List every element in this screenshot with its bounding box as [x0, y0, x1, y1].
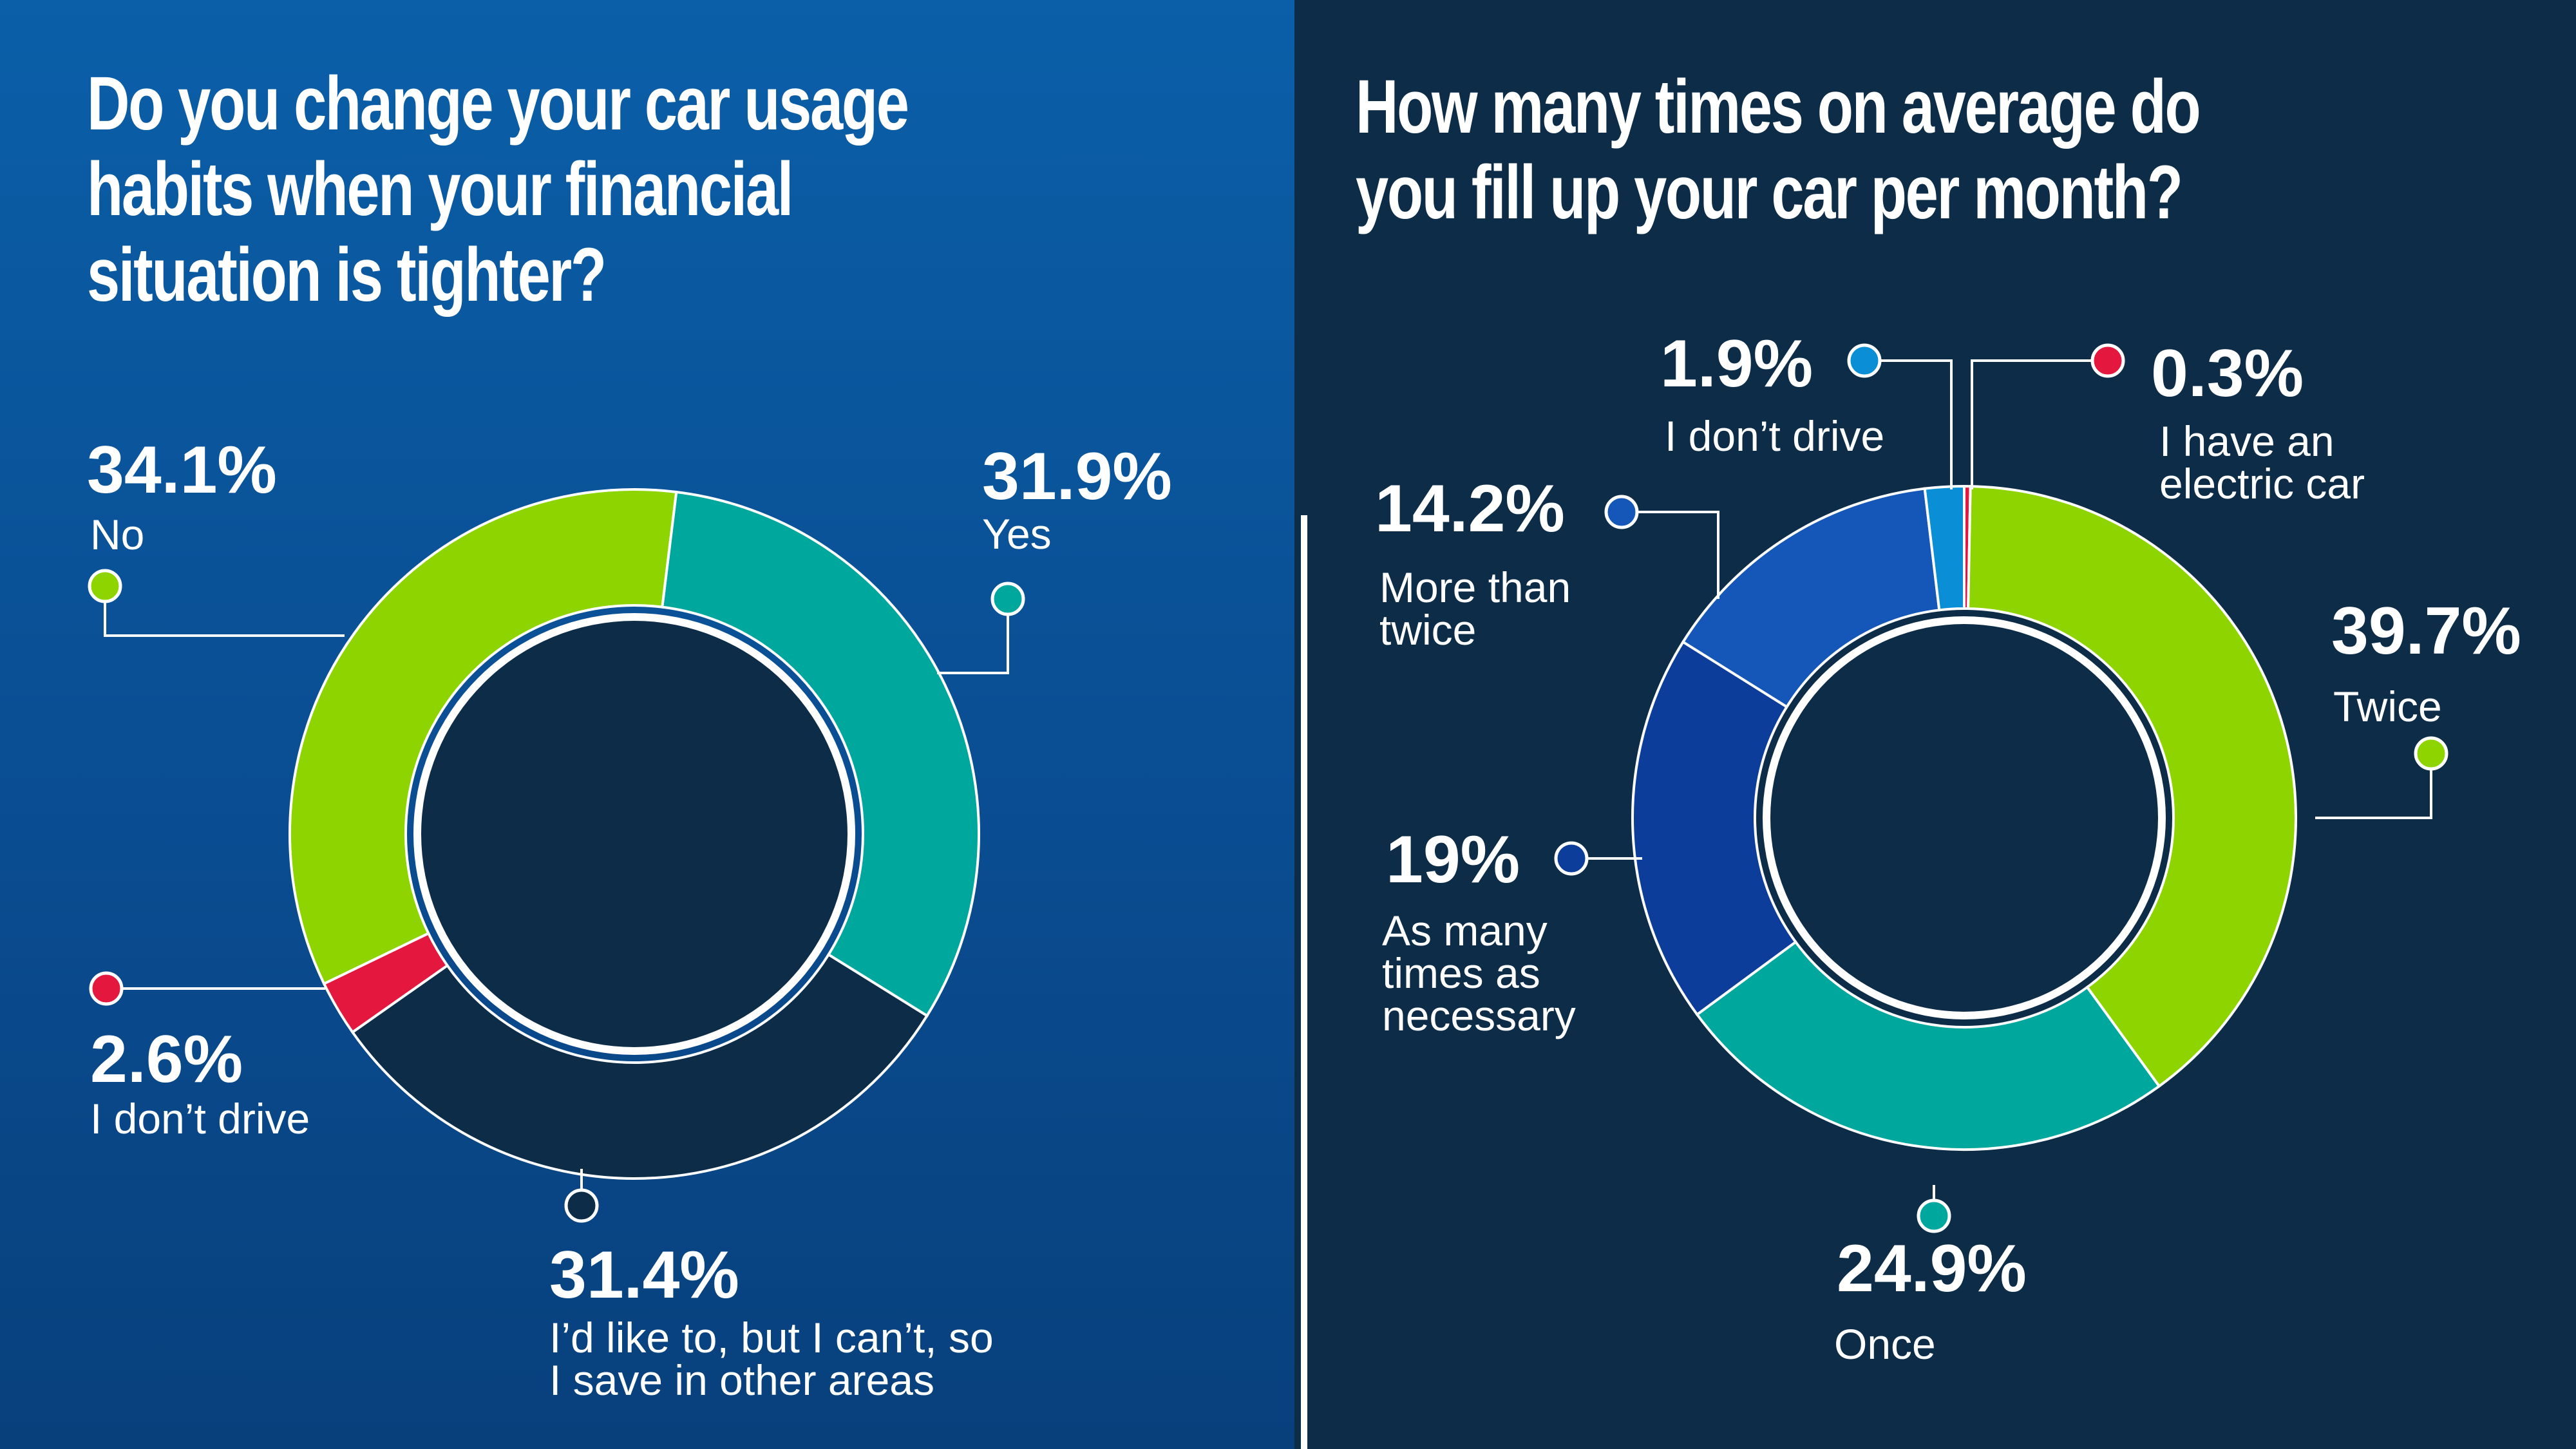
left-label-yes: 31.9%Yes	[937, 439, 1172, 674]
right-title-line-2: you fill up your car per month?	[1356, 150, 2183, 235]
leader-line	[104, 586, 345, 637]
value-label: 14.2%	[1375, 471, 1565, 546]
value-label: 19%	[1386, 822, 1520, 897]
category-label: As many	[1382, 907, 1548, 954]
legend-dot	[564, 1188, 599, 1223]
left-panel: Do you change your car usage habits when…	[0, 0, 1294, 1449]
category-label: times as	[1382, 949, 1540, 997]
legend-dot	[2414, 736, 2448, 771]
left-center-disc	[421, 621, 848, 1047]
category-label: No	[90, 511, 144, 558]
value-label: 31.9%	[982, 439, 1172, 514]
left-label-i-d-like-to-but-i-can-t-so-i-save-in-other-areas: 31.4%I’d like to, but I can’t, soI save …	[549, 1169, 994, 1404]
category-label: I’d like to, but I can’t, so	[549, 1314, 994, 1361]
left-question-title: Do you change your car usage habits when…	[87, 61, 909, 318]
legend-dot	[2090, 343, 2125, 378]
legend-dot	[1847, 343, 1882, 378]
left-slice-no	[289, 488, 678, 986]
right-label-twice: 39.7% Twice	[2315, 594, 2521, 819]
leader-line	[937, 599, 1009, 674]
left-title-line-3: situation is tighter?	[87, 232, 607, 317]
category-label: electric car	[2159, 460, 2365, 507]
category-label: necessary	[1382, 992, 1576, 1039]
divider-line	[1301, 515, 1307, 1449]
category-label: I have an	[2159, 417, 2334, 465]
category-label: I don’t drive	[1665, 412, 1884, 460]
leader-line	[1622, 511, 1719, 599]
leader-line	[1864, 359, 1953, 489]
right-label-once: 24.9% Once	[1834, 1185, 2027, 1368]
category-label: Yes	[982, 510, 1052, 558]
category-label: I save in other areas	[549, 1356, 934, 1404]
left-title-line-1: Do you change your car usage	[87, 61, 909, 146]
right-slice-once	[1695, 940, 2161, 1151]
legend-dot	[1554, 841, 1589, 876]
left-label-no: 34.1%No	[87, 433, 345, 637]
value-label: 0.3%	[2151, 336, 2304, 411]
right-slice-more-than-twice	[1681, 487, 1941, 709]
left-slice-yes	[661, 490, 980, 1018]
right-title-line-1: How many times on average do	[1356, 64, 2201, 149]
leader-line	[1971, 359, 2108, 489]
value-label: 34.1%	[87, 433, 277, 507]
left-title-line-2: habits when your financial	[87, 147, 793, 232]
right-center-disc	[1770, 624, 2158, 1012]
right-label-i-don-t-drive: 1.9% I don’t drive	[1660, 327, 1953, 489]
value-label: 2.6%	[90, 1022, 243, 1097]
legend-dot	[1604, 495, 1639, 529]
leader-line	[2315, 753, 2432, 819]
right-panel: How many times on average do you fill up…	[1314, 0, 2576, 1449]
legend-dot	[990, 582, 1025, 616]
right-slice-twice	[1967, 485, 2297, 1088]
legend-dot	[89, 971, 124, 1006]
car-usage-donut-chart: 31.9%Yes 31.4%I’d like to, but I can’t, s…	[87, 433, 1172, 1404]
category-label: Twice	[2333, 683, 2442, 730]
category-label: I don’t drive	[90, 1095, 310, 1142]
right-slice-i-don-t-drive	[1923, 484, 1965, 612]
value-label: 31.4%	[549, 1238, 739, 1312]
value-label: 39.7%	[2331, 594, 2521, 668]
category-label: Once	[1834, 1320, 1936, 1368]
value-label: 1.9%	[1660, 327, 1813, 401]
category-label: twice	[1379, 606, 1476, 654]
legend-dot	[1917, 1198, 1951, 1233]
left-label-i-don-t-drive: 2.6%I don’t drive	[89, 971, 325, 1142]
category-label: More than	[1379, 564, 1571, 611]
left-slice-i-d-like-to-but-i-can-t-so-i-save-in-other-areas	[350, 952, 929, 1180]
value-label: 24.9%	[1837, 1231, 2027, 1306]
legend-dot	[88, 569, 122, 603]
right-slice-as-many-times-as-necessary	[1631, 640, 1798, 1017]
right-question-title: How many times on average do you fill up…	[1356, 64, 2201, 236]
